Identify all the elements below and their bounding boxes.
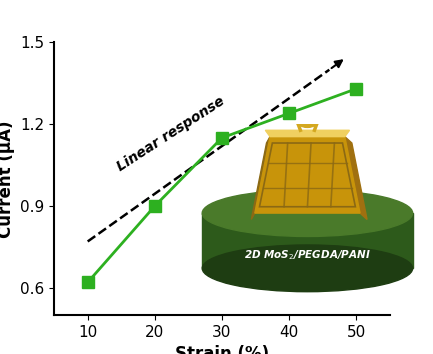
Text: Linear response: Linear response (114, 93, 227, 173)
Y-axis label: Current (μA): Current (μA) (0, 120, 15, 238)
Polygon shape (255, 137, 360, 213)
Ellipse shape (202, 190, 413, 236)
Polygon shape (251, 137, 270, 219)
Polygon shape (345, 137, 367, 219)
Text: 2D MoS$_2$/PEGDA/PANI: 2D MoS$_2$/PEGDA/PANI (244, 249, 371, 262)
X-axis label: Strain (%): Strain (%) (175, 346, 269, 354)
Polygon shape (265, 130, 349, 137)
Ellipse shape (202, 245, 413, 292)
Polygon shape (202, 213, 413, 268)
